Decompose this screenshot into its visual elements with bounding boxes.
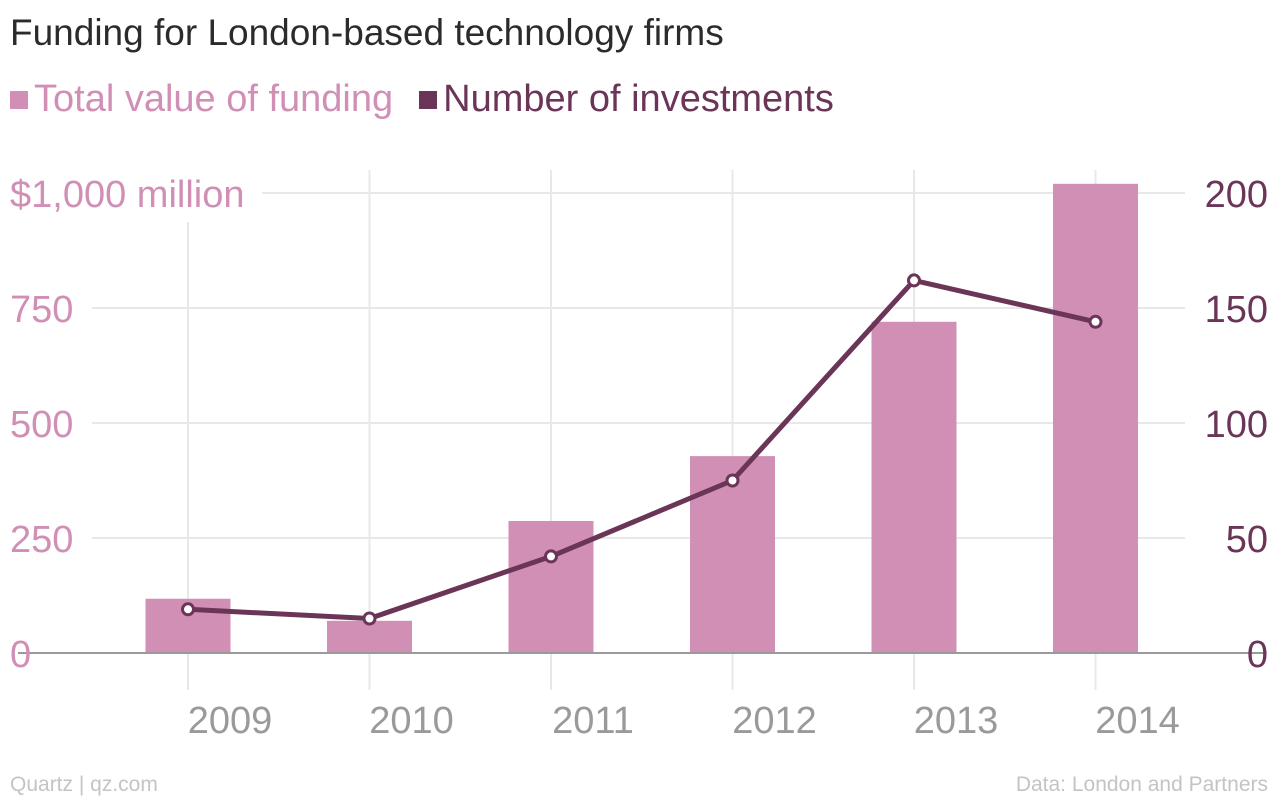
legend-label-funding: Total value of funding <box>34 78 394 120</box>
line-point-2011 <box>544 549 558 564</box>
bar-2014 <box>1053 183 1138 654</box>
x-tick-label: 2009 <box>188 700 273 742</box>
x-tick-label: 2012 <box>732 700 817 742</box>
right-axis-ticks: 0 50 100 150 200 <box>1205 174 1268 676</box>
x-tick-label: 2014 <box>1095 700 1180 742</box>
line-point-2012 <box>725 473 740 488</box>
legend-item-investments: Number of investments <box>419 78 834 121</box>
bar-2011 <box>508 520 594 653</box>
right-tick-label: 0 <box>1247 634 1268 676</box>
right-tick-label: 100 <box>1205 404 1268 446</box>
line-point-2014 <box>1088 314 1103 329</box>
x-axis-ticks: 2009 2010 2011 2012 2013 2014 <box>188 700 1180 742</box>
legend-swatch-funding <box>10 90 28 109</box>
bar-2010 <box>327 620 412 653</box>
line-point-2009 <box>181 602 195 617</box>
legend: Total value of funding Number of investm… <box>10 78 860 121</box>
footer-source-quartz: Quartz | qz.com <box>10 773 158 796</box>
line-point-2010 <box>362 611 377 626</box>
left-tick-label: 250 <box>10 519 73 561</box>
line-number-of-investments <box>185 277 1098 621</box>
bar-series <box>145 183 1138 654</box>
right-tick-label: 200 <box>1205 174 1268 216</box>
left-tick-label: $1,000 million <box>10 174 244 216</box>
left-tick-label: 500 <box>10 404 73 446</box>
line-point-2013 <box>907 273 921 288</box>
line-series <box>181 273 1103 626</box>
left-tick-label: 0 <box>10 634 31 676</box>
x-tick-label: 2010 <box>369 700 454 742</box>
legend-item-funding: Total value of funding <box>10 78 393 121</box>
left-axis-ticks: 0 250 500 750 $1,000 million <box>10 174 244 676</box>
bar-2012 <box>690 456 775 653</box>
legend-swatch-investments <box>419 90 438 109</box>
chart-title: Funding for London-based technology firm… <box>10 12 724 53</box>
right-tick-label: 50 <box>1226 519 1268 561</box>
left-tick-label: 750 <box>10 289 73 331</box>
x-tick-label: 2013 <box>914 700 999 742</box>
right-tick-label: 150 <box>1205 289 1268 331</box>
footer-data-credit: Data: London and Partners <box>1015 773 1268 796</box>
bar-2013 <box>871 321 957 653</box>
x-tick-label: 2011 <box>552 700 634 742</box>
legend-label-investments: Number of investments <box>443 78 834 120</box>
